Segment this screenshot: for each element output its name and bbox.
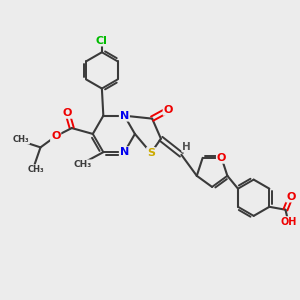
Text: CH₃: CH₃ <box>28 165 44 174</box>
Text: H: H <box>182 142 191 152</box>
Text: CH₃: CH₃ <box>13 135 29 144</box>
Text: O: O <box>63 108 72 118</box>
Text: O: O <box>164 105 173 115</box>
Text: Cl: Cl <box>96 36 108 46</box>
Text: N: N <box>120 147 129 157</box>
Text: OH: OH <box>280 217 297 227</box>
Text: O: O <box>51 131 60 141</box>
Text: O: O <box>217 153 226 163</box>
Text: CH₃: CH₃ <box>74 160 92 169</box>
Text: O: O <box>286 192 296 202</box>
Text: N: N <box>120 111 129 121</box>
Text: S: S <box>147 148 155 158</box>
